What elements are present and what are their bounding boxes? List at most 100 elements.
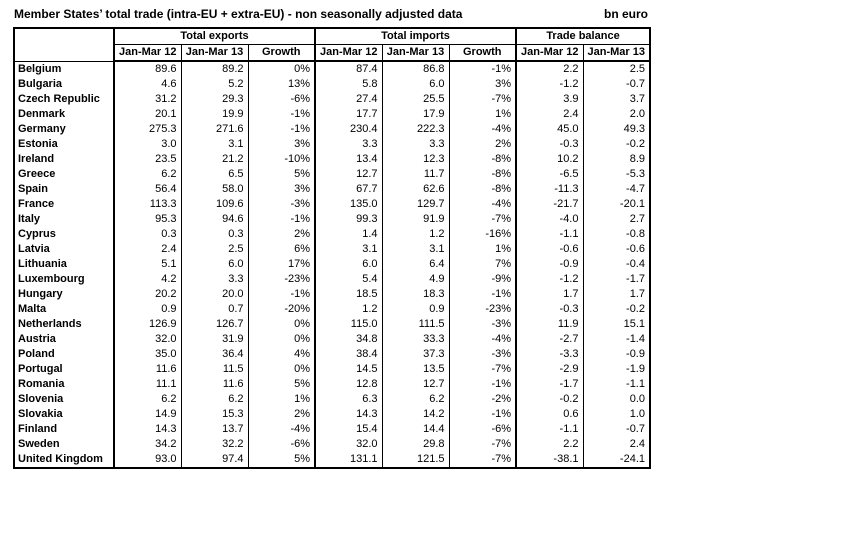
table-header: Total exports Total imports Trade balanc… — [14, 28, 650, 62]
value-cell: -4.7 — [582, 182, 650, 197]
value-cell: 15.3 — [180, 407, 248, 422]
value-cell: 4% — [247, 347, 315, 362]
value-cell: -0.6 — [515, 242, 583, 257]
value-cell: 222.3 — [381, 122, 449, 137]
value-cell: 13.7 — [180, 422, 248, 437]
country-cell: Greece — [18, 168, 56, 180]
country-cell: Bulgaria — [18, 78, 63, 90]
value-cell: 0.3 — [113, 227, 181, 242]
country-cell: Denmark — [18, 108, 66, 120]
value-cell: 5% — [247, 377, 315, 392]
value-cell: 2% — [247, 407, 315, 422]
value-cell: -6% — [448, 422, 516, 437]
value-cell: 2.2 — [515, 61, 583, 77]
country-cell: Estonia — [18, 138, 58, 150]
value-cell: 6.0 — [314, 257, 382, 272]
country-cell: Ireland — [18, 153, 55, 165]
value-cell: -2.9 — [515, 362, 583, 377]
value-cell: 2.5 — [180, 242, 248, 257]
value-cell: 14.4 — [381, 422, 449, 437]
table-row: Italy 95.3 94.6 -1% 99.3 91.9 -7% -4.0 2.7 — [14, 212, 650, 227]
value-cell: 20.2 — [113, 287, 181, 302]
value-cell: 131.1 — [314, 452, 382, 468]
table-row: France 113.3 109.6 -3% 135.0 129.7 -4% -21.7 -20… — [14, 197, 650, 212]
value-cell: 58.0 — [180, 182, 248, 197]
value-cell: 1.2 — [314, 302, 382, 317]
value-cell: -4% — [448, 332, 516, 347]
country-cell: Italy — [18, 213, 41, 225]
table-row: Greece 6.2 6.5 5% 12.7 11.7 -8% -6.5 -5.3 — [14, 167, 650, 182]
value-cell: 89.2 — [180, 61, 248, 77]
value-cell: 31.2 — [113, 92, 181, 107]
group-header-exports: Total exports — [113, 28, 315, 45]
value-cell: 10.2 — [515, 152, 583, 167]
value-cell: -1.1 — [582, 377, 650, 392]
value-cell: 5.1 — [113, 257, 181, 272]
value-cell: 14.2 — [381, 407, 449, 422]
value-cell: -1% — [448, 407, 516, 422]
value-cell: 111.5 — [381, 317, 449, 332]
value-cell: -1% — [247, 212, 315, 227]
value-cell: -9% — [448, 272, 516, 287]
column-header: Jan-Mar 12 — [314, 44, 382, 62]
country-cell: Luxembourg — [18, 273, 85, 285]
value-cell: 271.6 — [180, 122, 248, 137]
value-cell: 0.9 — [381, 302, 449, 317]
value-cell: -0.3 — [515, 137, 583, 152]
value-cell: 5% — [247, 167, 315, 182]
value-cell: 8.9 — [582, 152, 650, 167]
table-row: Ireland 23.5 21.2 -10% 13.4 12.3 -8% 10.2 8.9 — [14, 152, 650, 167]
country-cell: Czech Republic — [18, 93, 100, 105]
value-cell: 32.0 — [314, 437, 382, 452]
value-cell: 15.1 — [582, 317, 650, 332]
value-cell: 0.9 — [113, 302, 181, 317]
value-cell: 29.3 — [180, 92, 248, 107]
value-cell: 3.1 — [381, 242, 449, 257]
value-cell: -0.7 — [582, 422, 650, 437]
country-cell: Netherlands — [18, 318, 82, 330]
value-cell: 13.4 — [314, 152, 382, 167]
country-header — [14, 28, 114, 62]
value-cell: 17% — [247, 257, 315, 272]
value-cell: -23% — [448, 302, 516, 317]
value-cell: 3.7 — [582, 92, 650, 107]
value-cell: 1.7 — [515, 287, 583, 302]
value-cell: -1.2 — [515, 77, 583, 92]
value-cell: 19.9 — [180, 107, 248, 122]
value-cell: -7% — [448, 437, 516, 452]
column-header: Jan-Mar 12 — [113, 44, 181, 62]
value-cell: -0.7 — [582, 77, 650, 92]
value-cell: 20.0 — [180, 287, 248, 302]
value-cell: 18.5 — [314, 287, 382, 302]
value-cell: 49.3 — [582, 122, 650, 137]
value-cell: 32.0 — [113, 332, 181, 347]
value-cell: 0% — [247, 317, 315, 332]
value-cell: 6.5 — [180, 167, 248, 182]
value-cell: 1.7 — [582, 287, 650, 302]
value-cell: -0.6 — [582, 242, 650, 257]
value-cell: 21.2 — [180, 152, 248, 167]
value-cell: 7% — [448, 257, 516, 272]
table-row: Romania 11.1 11.6 5% 12.8 12.7 -1% -1.7 -1.1 — [14, 377, 650, 392]
value-cell: -8% — [448, 167, 516, 182]
country-cell: Sweden — [18, 438, 60, 450]
country-cell: Poland — [18, 348, 55, 360]
value-cell: -24.1 — [582, 452, 650, 468]
value-cell: 32.2 — [180, 437, 248, 452]
value-cell: 230.4 — [314, 122, 382, 137]
value-cell: -23% — [247, 272, 315, 287]
column-header: Growth — [247, 44, 315, 62]
value-cell: 2% — [448, 137, 516, 152]
value-cell: 0.0 — [582, 392, 650, 407]
value-cell: -0.8 — [582, 227, 650, 242]
value-cell: -1.7 — [582, 272, 650, 287]
value-cell: 3% — [448, 77, 516, 92]
table-row: Germany 275.3 271.6 -1% 230.4 222.3 -4% 45.0 49.… — [14, 122, 650, 137]
unit-label: bn euro — [604, 7, 648, 21]
trade-table: Total exports Total imports Trade balanc… — [13, 27, 651, 469]
value-cell: -6% — [247, 92, 315, 107]
value-cell: -7% — [448, 212, 516, 227]
value-cell: -10% — [247, 152, 315, 167]
value-cell: -1% — [448, 377, 516, 392]
value-cell: 1.4 — [314, 227, 382, 242]
